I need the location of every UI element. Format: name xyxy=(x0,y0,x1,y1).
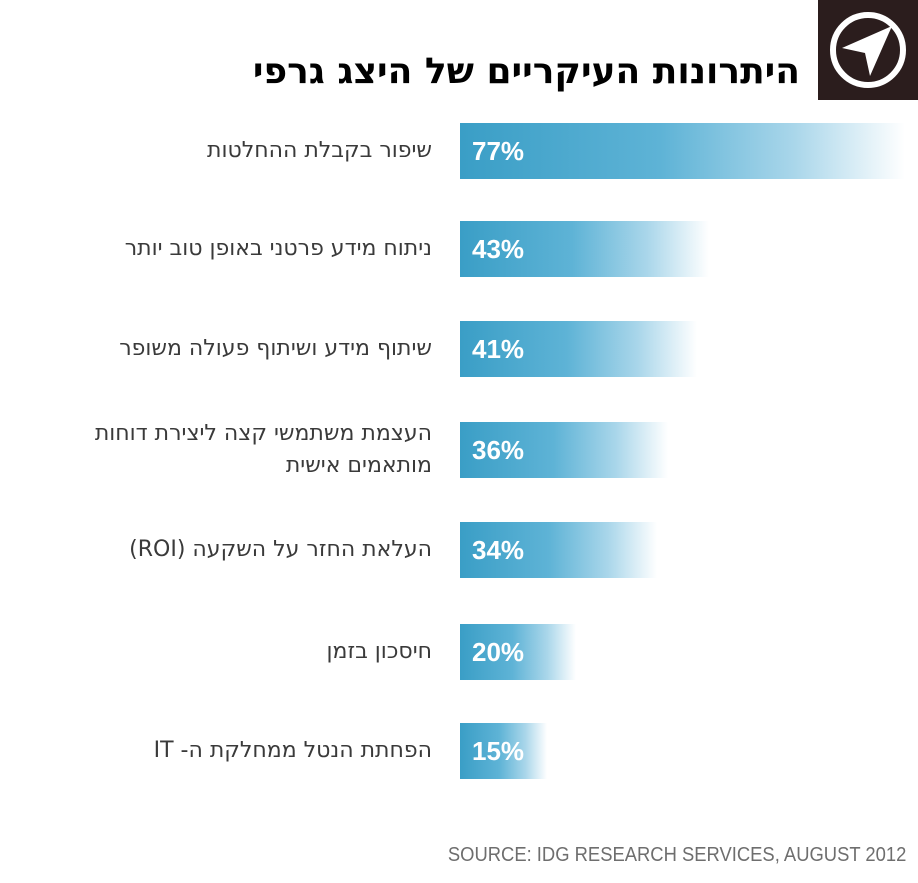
bar xyxy=(460,522,657,578)
category-label: העלאת החזר על השקעה (ROI) xyxy=(129,537,432,562)
category-label: שיפור בקבלת ההחלטות xyxy=(207,138,432,163)
chart-title: היתרונות העיקריים של היצג גרפי xyxy=(252,51,800,92)
bar xyxy=(460,723,547,779)
bar-value-label: 36% xyxy=(472,435,525,465)
bar xyxy=(460,221,709,277)
category-label: ניתוח מידע פרטני באופן טוב יותר xyxy=(124,236,432,261)
source-note: SOURCE: IDG RESEARCH SERVICES, AUGUST 20… xyxy=(447,844,906,866)
bar xyxy=(460,123,905,179)
compass-logo xyxy=(818,0,918,100)
category-label: שיתוף מידע ושיתוף פעולה משופר xyxy=(119,336,432,361)
bar xyxy=(460,321,697,377)
bar xyxy=(460,422,668,478)
category-label: הפחתת הנטל ממחלקת ה- IT xyxy=(153,738,432,763)
category-label: חיסכון בזמן xyxy=(326,639,432,664)
bar-value-label: 77% xyxy=(472,136,525,166)
compass-icon xyxy=(830,12,906,88)
bar-value-label: 43% xyxy=(472,234,525,264)
category-label: העצמת משתמשי קצה ליצירת דוחות מותאמים אי… xyxy=(94,421,432,478)
bar-value-label: 20% xyxy=(472,637,525,667)
bar-value-label: 15% xyxy=(472,736,525,766)
bar-value-label: 34% xyxy=(472,535,525,565)
bar-value-label: 41% xyxy=(472,334,525,364)
bar xyxy=(460,624,576,680)
